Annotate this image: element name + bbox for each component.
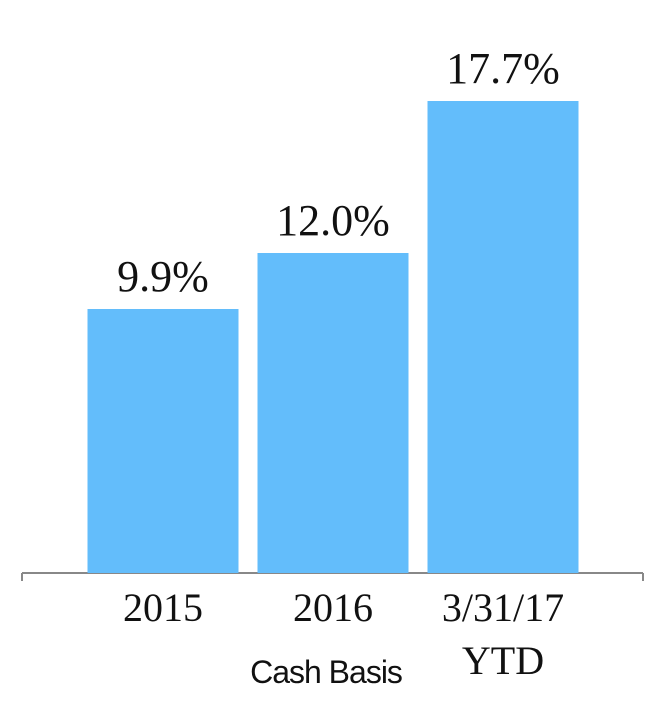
value-label: 9.9%: [117, 252, 209, 301]
annotation: Cash Basis: [250, 654, 403, 690]
bar: [87, 309, 239, 573]
value-label: 12.0%: [276, 196, 390, 245]
bar: [427, 101, 579, 573]
x-tick-label: 3/31/17 YTD: [441, 585, 565, 683]
value-label: 17.7%: [446, 44, 560, 93]
bar: [257, 253, 409, 573]
x-tick-label: 2016: [293, 585, 373, 630]
x-tick-label: 2015: [123, 585, 203, 630]
